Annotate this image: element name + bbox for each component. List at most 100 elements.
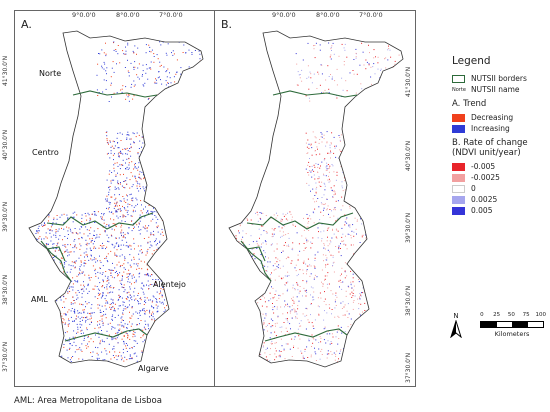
pixel bbox=[58, 238, 60, 240]
pixel bbox=[168, 269, 170, 271]
pixel bbox=[106, 280, 108, 282]
pixel bbox=[41, 326, 43, 328]
pixel bbox=[342, 171, 344, 173]
pixel bbox=[180, 92, 182, 94]
pixel bbox=[340, 134, 342, 136]
lat-tick-right: 37°30.0'N bbox=[405, 352, 412, 383]
pixel bbox=[360, 218, 361, 220]
pixel bbox=[124, 148, 126, 150]
pixel bbox=[266, 270, 268, 272]
pixel bbox=[90, 312, 92, 314]
pixel bbox=[265, 315, 267, 317]
pixel bbox=[308, 88, 310, 90]
pixel bbox=[317, 166, 319, 168]
pixel bbox=[108, 101, 110, 102]
pixel bbox=[112, 61, 114, 63]
pixel bbox=[291, 260, 293, 262]
pixel bbox=[133, 52, 135, 54]
pixel bbox=[141, 171, 143, 173]
pixel bbox=[238, 313, 240, 315]
pixel bbox=[74, 228, 76, 229]
pixel bbox=[314, 150, 316, 152]
pixel bbox=[134, 335, 136, 337]
pixel bbox=[109, 203, 111, 205]
pixel bbox=[105, 313, 107, 315]
pixel bbox=[348, 224, 350, 226]
pixel bbox=[325, 79, 327, 81]
pixel bbox=[379, 90, 381, 91]
pixel bbox=[123, 360, 125, 362]
pixel bbox=[60, 257, 62, 259]
pixel bbox=[136, 199, 138, 201]
pixel bbox=[134, 299, 135, 301]
pixel bbox=[37, 273, 39, 274]
pixel bbox=[118, 261, 120, 263]
pixel bbox=[86, 248, 88, 250]
pixel bbox=[235, 258, 237, 260]
pixel bbox=[302, 355, 304, 357]
pixel bbox=[159, 65, 161, 67]
pixel bbox=[359, 352, 361, 354]
pixel bbox=[142, 142, 144, 144]
pixel bbox=[368, 284, 370, 286]
pixel bbox=[45, 293, 47, 295]
pixel bbox=[155, 350, 157, 352]
pixel bbox=[340, 243, 341, 245]
pixel bbox=[317, 163, 319, 165]
pixel bbox=[272, 265, 274, 267]
scale-bar: 0 25 50 75 100 Kilometers bbox=[480, 312, 546, 338]
pixel bbox=[165, 71, 167, 73]
pixel bbox=[43, 269, 45, 271]
pixel bbox=[262, 313, 264, 315]
pixel bbox=[87, 284, 89, 286]
pixel bbox=[61, 280, 63, 281]
pixel bbox=[324, 327, 326, 329]
pixel bbox=[44, 266, 46, 268]
pixel bbox=[54, 305, 56, 307]
pixel bbox=[341, 308, 343, 309]
pixel bbox=[294, 225, 296, 227]
pixel bbox=[88, 214, 90, 216]
pixel bbox=[139, 298, 141, 299]
lat-tick-left: 39°30.0'N bbox=[2, 201, 9, 232]
pixel bbox=[99, 233, 101, 235]
pixel bbox=[335, 145, 337, 147]
pixel bbox=[333, 171, 335, 173]
pixel bbox=[58, 326, 60, 328]
pixel bbox=[296, 275, 298, 277]
pixel bbox=[373, 49, 375, 51]
pixel bbox=[119, 351, 121, 353]
pixel bbox=[285, 258, 287, 260]
pixel bbox=[50, 263, 52, 265]
pixel bbox=[91, 213, 93, 215]
pixel bbox=[241, 222, 243, 224]
pixel bbox=[310, 273, 312, 275]
pixel bbox=[113, 164, 115, 166]
pixel bbox=[196, 77, 198, 79]
pixel bbox=[83, 286, 85, 288]
pixel bbox=[91, 304, 93, 306]
pixel bbox=[151, 245, 153, 247]
pixel bbox=[259, 217, 261, 219]
pixel bbox=[190, 92, 192, 94]
pixel bbox=[119, 205, 120, 207]
pixel bbox=[241, 322, 243, 324]
pixel bbox=[187, 93, 189, 95]
pixel bbox=[161, 296, 163, 298]
pixel bbox=[244, 351, 246, 353]
pixel bbox=[75, 260, 77, 262]
pixel bbox=[138, 267, 140, 269]
pixel bbox=[284, 300, 286, 302]
pixel bbox=[166, 305, 167, 307]
pixel bbox=[303, 243, 305, 244]
lat-tick-right: 41°30.0'N bbox=[405, 66, 412, 97]
pixel bbox=[144, 313, 146, 315]
pixel bbox=[142, 335, 144, 337]
pixel bbox=[130, 143, 132, 145]
name-label: NUTSII name bbox=[471, 85, 520, 94]
legend-title: Legend bbox=[452, 55, 491, 67]
pixel bbox=[355, 228, 357, 230]
pixel bbox=[166, 76, 168, 78]
pixel bbox=[326, 257, 328, 259]
pixel bbox=[130, 155, 132, 157]
